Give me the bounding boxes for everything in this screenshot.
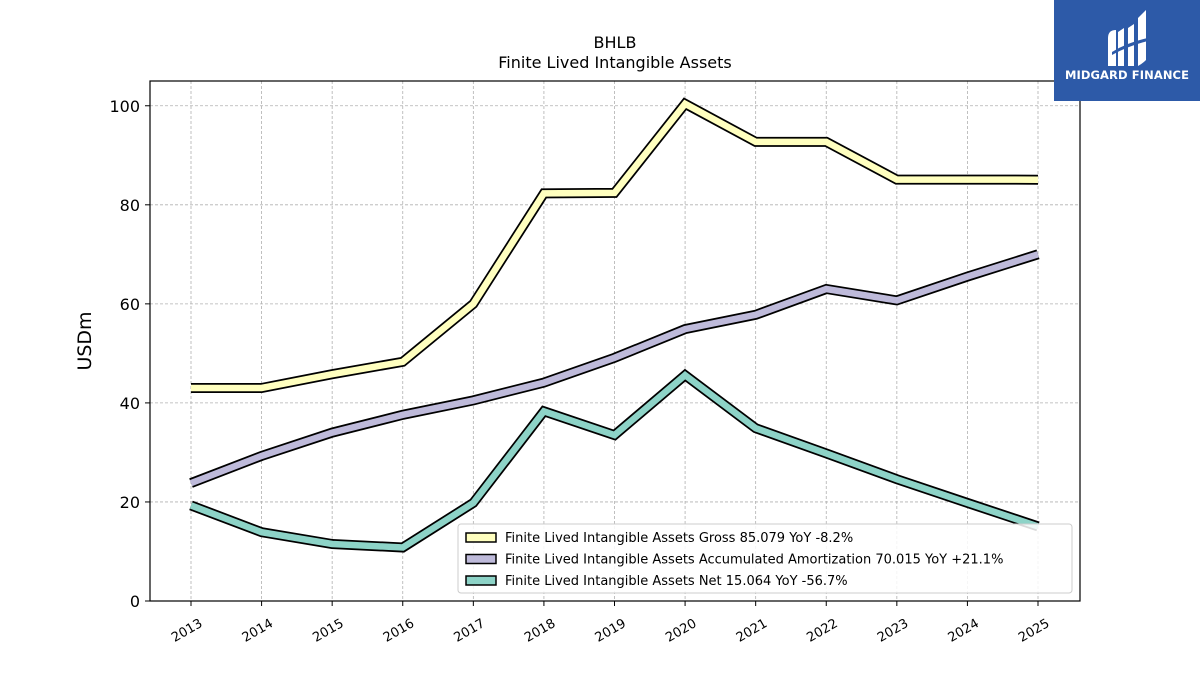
x-tick-label: 2015 [310, 616, 346, 646]
series-line [191, 99, 1039, 392]
x-tick-label: 2021 [734, 616, 770, 646]
legend: Finite Lived Intangible Assets Gross 85.… [457, 523, 1073, 594]
chart-title: BHLB [594, 33, 637, 52]
legend-entry: Finite Lived Intangible Assets Accumulat… [465, 553, 1003, 568]
grid [150, 81, 1080, 602]
series-line [189, 371, 1040, 551]
x-tick-label: 2016 [381, 616, 417, 646]
y-axis-label: USDm [74, 311, 96, 370]
legend-swatch [465, 575, 497, 586]
x-tick-label: 2018 [522, 616, 558, 646]
y-tick-label: 40 [120, 394, 140, 413]
y-tick-label: 20 [120, 493, 140, 512]
x-tick-label: 2024 [946, 616, 982, 646]
legend-label: Finite Lived Intangible Assets Accumulat… [505, 553, 1003, 568]
x-tick-label: 2017 [452, 616, 488, 646]
brand-logo: MIDGARD FINANCE [1054, 0, 1200, 101]
x-tick-label: 2014 [240, 616, 276, 646]
series-2 [189, 249, 1040, 488]
series-1 [191, 97, 1039, 393]
y-axis: 0 20 40 60 80 100 [109, 97, 150, 611]
x-tick-label: 2020 [663, 616, 699, 646]
x-tick-label: 2025 [1016, 616, 1052, 646]
x-tick-label: 2022 [804, 616, 840, 646]
legend-swatch [465, 553, 497, 565]
y-tick-label: 100 [109, 97, 140, 116]
logo-text: MIDGARD FINANCE [1064, 68, 1190, 82]
chart-subtitle: Finite Lived Intangible Assets [498, 53, 731, 72]
legend-entry: Finite Lived Intangible Assets Gross 85.… [465, 531, 853, 546]
series-line [189, 251, 1039, 487]
series-lines [189, 97, 1040, 553]
legend-label: Finite Lived Intangible Assets Gross 85.… [505, 531, 853, 546]
logo-mark-icon [1108, 10, 1148, 66]
x-tick-label: 2023 [875, 616, 911, 646]
series-3 [189, 368, 1040, 553]
legend-label: Finite Lived Intangible Assets Net 15.06… [505, 574, 848, 589]
x-tick-label: 2013 [169, 616, 205, 646]
legend-entry: Finite Lived Intangible Assets Net 15.06… [465, 574, 848, 589]
legend-swatch [465, 532, 497, 543]
legend-box [457, 523, 1073, 594]
plot-frame [149, 80, 1081, 602]
x-axis: 2013 2014 2015 2016 2017 2018 2019 2020 2021 2022… [169, 601, 1052, 646]
x-tick-label: 2019 [593, 616, 629, 646]
y-tick-label: 80 [120, 196, 140, 215]
y-tick-label: 0 [130, 592, 140, 611]
y-tick-label: 60 [120, 295, 140, 314]
